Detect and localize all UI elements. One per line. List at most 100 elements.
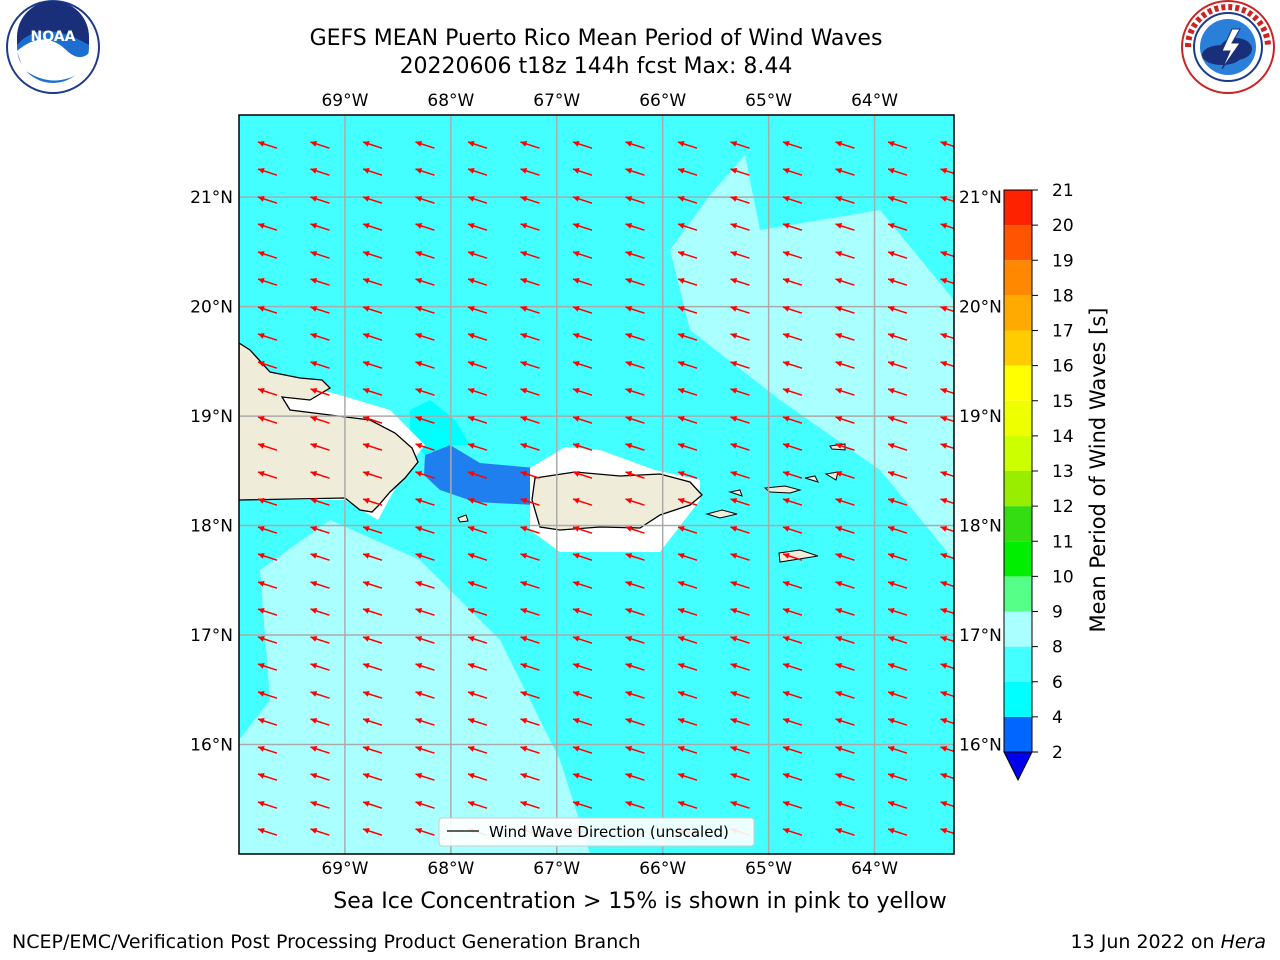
wind-wave-arrow: [415, 581, 435, 589]
wind-wave-arrow: [362, 251, 383, 259]
wind-wave-arrow: [887, 828, 908, 836]
colorbar-tick-label: 16: [1052, 357, 1074, 377]
wind-wave-arrow: [310, 251, 330, 259]
wind-wave-arrow: [257, 636, 278, 644]
wind-wave-arrow: [730, 251, 750, 259]
lon-tick-label: 69°W: [321, 91, 368, 111]
wind-wave-arrow: [362, 223, 383, 231]
wind-wave-arrow: [887, 141, 908, 149]
virgin-islands-st-croix-region: [705, 509, 738, 519]
wind-wave-arrow: [625, 251, 645, 259]
wind-wave-arrow: [257, 251, 278, 259]
wind-wave-arrow: [677, 278, 698, 286]
wind-wave-arrow: [730, 306, 750, 314]
wind-wave-arrow: [415, 828, 435, 836]
wind-wave-arrow: [257, 416, 278, 424]
wind-wave-arrow: [467, 581, 488, 589]
wind-wave-arrow: [310, 581, 330, 589]
wind-wave-arrow: [835, 553, 855, 561]
wind-wave-arrow: [835, 636, 855, 644]
wind-wave-arrow: [677, 361, 698, 369]
wind-wave-arrow: [677, 196, 698, 204]
wind-wave-arrow: [520, 333, 540, 341]
wind-wave-arrow: [782, 581, 803, 589]
wind-wave-arrow: [730, 801, 750, 809]
wind-wave-arrow: [730, 581, 750, 589]
wind-wave-arrow: [730, 773, 750, 781]
wind-wave-arrow: [362, 388, 383, 396]
wind-wave-arrow: [415, 278, 435, 286]
wind-wave-arrow: [782, 361, 803, 369]
lon-tick-label: 65°W: [745, 91, 792, 111]
wind-wave-arrow: [310, 388, 330, 396]
wind-wave-arrow: [625, 526, 645, 534]
lat-tick-label: 21°N: [959, 188, 1002, 208]
wind-wave-arrow: [835, 663, 855, 671]
wind-wave-arrow: [572, 691, 593, 699]
wind-wave-arrow: [257, 553, 278, 561]
lat-ticks-left: 21°N 20°N 19°N 18°N 17°N 16°N: [190, 188, 233, 755]
wind-wave-arrow: [362, 828, 383, 836]
wind-wave-arrow: [940, 828, 954, 836]
wind-wave-arrow: [782, 718, 803, 726]
wind-wave-arrow: [415, 773, 435, 781]
wind-wave-arrow: [467, 361, 488, 369]
wind-wave-arrow: [625, 773, 645, 781]
wind-wave-arrow: [362, 333, 383, 341]
wind-wave-arrow: [782, 773, 803, 781]
wind-wave-arrow: [257, 828, 278, 836]
wind-wave-arrow: [415, 746, 435, 754]
wind-wave-arrow: [520, 223, 540, 231]
wind-wave-arrow: [940, 333, 954, 341]
wind-wave-arrow: [257, 773, 278, 781]
wind-wave-arrow: [782, 278, 803, 286]
colorbar-segment: [1004, 225, 1032, 261]
wind-wave-arrow: [940, 526, 954, 534]
wind-wave-arrow: [257, 471, 278, 479]
colorbar-segment: [1004, 716, 1032, 752]
lon-tick-label: 65°W: [745, 859, 792, 879]
lat-tick-label: 20°N: [190, 298, 233, 318]
wind-wave-arrow: [782, 443, 803, 451]
wind-wave-arrow: [257, 718, 278, 726]
wind-wave-arrow: [467, 746, 488, 754]
wind-wave-arrow: [677, 801, 698, 809]
wind-wave-arrow: [835, 828, 855, 836]
wind-wave-arrow: [572, 278, 593, 286]
wind-wave-arrow: [887, 581, 908, 589]
lat-ticks-right: 21°N 20°N 19°N 18°N 17°N 16°N: [959, 188, 1002, 755]
wind-wave-arrow: [257, 608, 278, 616]
wind-wave-arrow: [362, 581, 383, 589]
wind-wave-arrow: [625, 718, 645, 726]
wind-wave-arrow: [835, 168, 855, 176]
wind-wave-arrow: [730, 388, 750, 396]
colorbar-segment: [1004, 295, 1032, 331]
wind-wave-arrow: [677, 663, 698, 671]
wind-wave-arrow: [730, 553, 750, 561]
wind-wave-arrow: [887, 306, 908, 314]
wind-wave-arrow: [782, 663, 803, 671]
wind-wave-arrow: [467, 223, 488, 231]
wind-wave-arrow: [467, 498, 488, 506]
lat-tick-label: 16°N: [190, 736, 233, 756]
lon-tick-label: 64°W: [851, 859, 898, 879]
wind-wave-arrow: [520, 471, 540, 479]
wind-wave-arrow: [310, 416, 330, 424]
wind-wave-arrow: [520, 718, 540, 726]
lon-tick-label: 64°W: [851, 91, 898, 111]
wind-wave-arrow: [625, 553, 645, 561]
wind-wave-arrow: [257, 306, 278, 314]
wind-wave-arrow: [520, 361, 540, 369]
wind-wave-arrow: [625, 416, 645, 424]
wind-wave-arrow: [415, 168, 435, 176]
lat-tick-label: 19°N: [959, 407, 1002, 427]
map-frame: [238, 114, 955, 855]
wind-wave-arrow: [467, 333, 488, 341]
wind-wave-arrow: [520, 691, 540, 699]
wind-wave-arrow: [572, 196, 593, 204]
wind-wave-arrow: [625, 471, 645, 479]
wind-wave-arrow: [467, 471, 488, 479]
wind-wave-arrow: [362, 278, 383, 286]
wind-wave-arrow: [310, 471, 330, 479]
wind-wave-arrow: [415, 691, 435, 699]
